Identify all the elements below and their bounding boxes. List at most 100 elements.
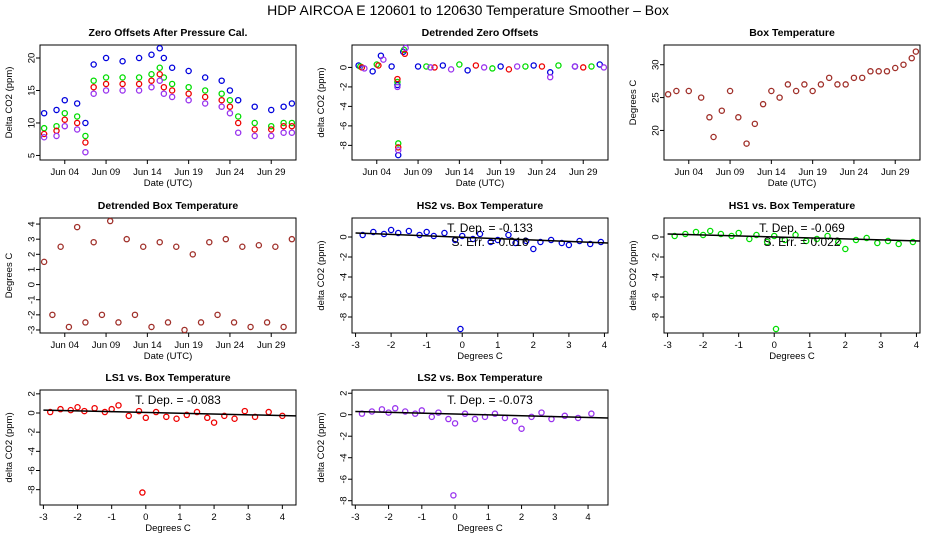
y-tick-label: 25 — [651, 92, 662, 103]
data-point-box — [247, 323, 254, 331]
data-point-box — [735, 114, 742, 121]
x-tick-label: 1 — [807, 340, 812, 351]
data-point-hs1 — [895, 240, 902, 248]
data-point-ls2 — [61, 122, 69, 130]
chart-title: HS2 vs. Box Temperature — [417, 200, 544, 212]
data-point-ls2 — [226, 109, 234, 117]
data-point-hs2 — [464, 67, 471, 74]
data-point-ls2 — [40, 134, 48, 141]
data-point-hs1 — [735, 229, 742, 237]
chart-ls2: LS2 vs. Box Temperature -3 -2 -1 0 1 2 3 4 -8 -6 -4… — [316, 372, 609, 534]
data-point-hs2 — [565, 241, 573, 249]
data-point-ls1 — [91, 404, 98, 412]
y-tick-label: -8 — [651, 313, 662, 321]
data-point-box — [280, 323, 287, 331]
x-tick-label: Jun 29 — [569, 167, 598, 178]
data-point-hs2 — [388, 63, 395, 70]
data-point-hs1 — [234, 113, 242, 120]
y-tick-label: 2 — [339, 391, 350, 396]
x-tick-label: 1 — [486, 512, 491, 523]
data-point-ls2 — [380, 56, 387, 63]
data-point-box — [131, 311, 139, 319]
data-point-hs1 — [863, 234, 870, 242]
data-point-ls1 — [160, 83, 168, 91]
data-point-ls2 — [53, 132, 60, 140]
data-point-box — [239, 243, 246, 250]
chart-dbox: Detrended Box Temperature Jun 04 Jun 09 Jun… — [4, 200, 297, 362]
data-point-ls2 — [361, 65, 368, 72]
x-axis-label: Degrees C — [145, 523, 191, 534]
data-point-hs1 — [288, 119, 296, 127]
x-tick-label: Jun 04 — [51, 340, 80, 351]
data-point-ls1 — [472, 62, 480, 69]
data-point-hs1 — [489, 65, 496, 72]
data-point-hs2 — [370, 228, 377, 236]
data-point-hs1 — [753, 231, 760, 239]
x-tick-label: -1 — [422, 340, 430, 351]
data-point-ls1 — [74, 403, 81, 411]
data-point-box — [98, 311, 106, 319]
chart-title: Zero Offsets After Pressure Cal. — [89, 27, 248, 39]
data-point-ls2 — [435, 409, 442, 416]
data-point-ls2 — [401, 408, 409, 415]
y-tick-label: 5 — [27, 153, 38, 158]
data-point-ls1 — [288, 122, 296, 130]
x-tick-label: 0 — [452, 512, 457, 523]
data-point-box — [710, 133, 717, 141]
data-point-ls2 — [447, 66, 455, 73]
data-point-ls1 — [375, 62, 382, 69]
chart-title: Box Temperature — [749, 27, 835, 39]
data-point-hs2 — [61, 96, 69, 104]
data-point-ls1 — [226, 103, 234, 110]
data-point-hs1 — [842, 245, 849, 253]
chart-title: Detrended Zero Offsets — [422, 27, 539, 39]
annotation-text: T. Dep. = -0.083 — [135, 393, 221, 407]
data-point-ls2 — [234, 129, 242, 136]
data-point-ls2 — [378, 406, 386, 413]
data-point-hs2 — [156, 44, 163, 52]
data-point-box — [776, 94, 783, 101]
data-point-ls1 — [61, 116, 69, 123]
data-point-ls2 — [600, 64, 608, 71]
data-point-box — [801, 81, 808, 88]
data-point-ls2 — [73, 126, 81, 133]
plot-frame — [663, 217, 921, 334]
data-point-hs1 — [763, 238, 771, 246]
data-point-ls2 — [450, 492, 457, 499]
x-tick-label: 0 — [460, 340, 465, 351]
data-point-ls1 — [163, 413, 170, 421]
data-point-hs2 — [586, 240, 594, 248]
y-tick-label: 10 — [27, 118, 38, 129]
data-point-ls1 — [183, 411, 191, 419]
x-tick-label: 3 — [566, 340, 571, 351]
x-tick-label: 1 — [495, 340, 500, 351]
data-point-ls2 — [90, 90, 97, 97]
data-point-ls1 — [579, 64, 587, 71]
y-tick-label: -2 — [339, 253, 350, 261]
chart-ls1: LS1 vs. Box Temperature -3 -2 -1 0 1 2 3 4 -8 -6 -4… — [4, 372, 297, 534]
data-point-hs2 — [476, 230, 484, 238]
y-tick-label: -8 — [339, 141, 350, 149]
data-point-box — [156, 238, 163, 246]
data-point-hs1 — [119, 74, 126, 81]
data-point-hs2 — [73, 100, 81, 107]
x-axis-label: Date (UTC) — [144, 351, 193, 362]
x-tick-label: Jun 19 — [798, 167, 827, 178]
data-point-hs1 — [251, 119, 258, 127]
data-point-ls2 — [267, 132, 275, 140]
data-point-ls1 — [538, 63, 546, 70]
y-tick-label: -6 — [651, 293, 662, 301]
data-point-ls1 — [394, 75, 401, 83]
y-tick-label: 0 — [27, 282, 38, 287]
y-tick-label: -1 — [27, 295, 38, 303]
data-point-box — [908, 54, 915, 62]
data-point-ls1 — [505, 66, 513, 73]
x-tick-label: Jun 14 — [757, 167, 786, 178]
data-point-box — [673, 87, 680, 95]
data-point-box — [230, 319, 238, 326]
data-point-box — [858, 74, 866, 82]
data-point-box — [685, 87, 693, 95]
data-point-ls2 — [394, 83, 401, 91]
data-point-box — [891, 64, 899, 72]
